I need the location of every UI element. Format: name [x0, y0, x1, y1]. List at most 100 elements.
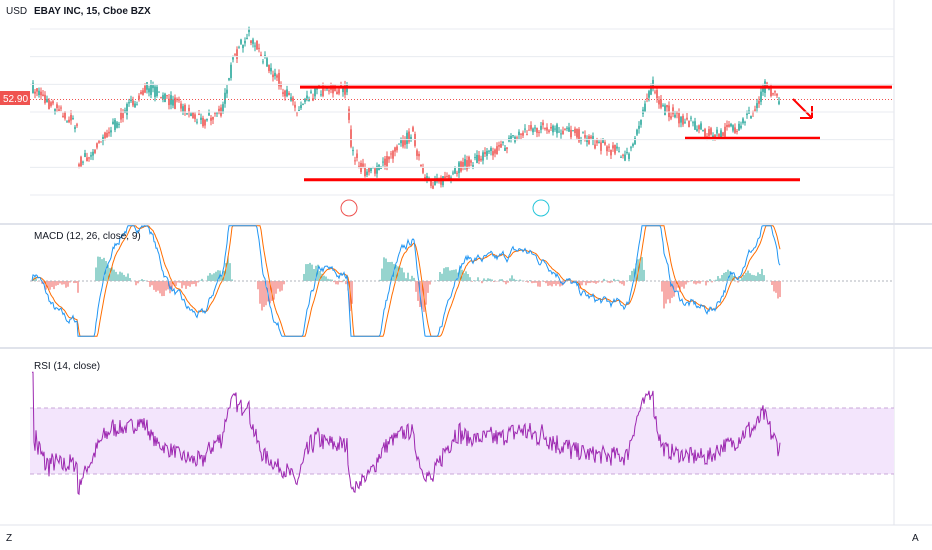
- candle-body: [640, 119, 642, 125]
- candle-body: [698, 125, 700, 130]
- candle-body: [432, 185, 434, 189]
- candle-body: [536, 127, 538, 133]
- candle-body: [546, 127, 548, 131]
- candle-body: [472, 165, 474, 168]
- candle-body: [734, 127, 736, 133]
- candle-body: [634, 137, 636, 145]
- candle-body: [128, 102, 130, 104]
- candle-body: [366, 171, 368, 175]
- candle-body: [522, 132, 524, 136]
- candle-body: [554, 128, 556, 130]
- candle-body: [486, 150, 488, 156]
- auto-scale-icon[interactable]: A: [912, 533, 919, 544]
- candle-body: [344, 85, 346, 95]
- rsi-pane[interactable]: [32, 371, 781, 496]
- candle-body: [32, 82, 34, 94]
- candle-body: [70, 114, 72, 121]
- candle-body: [254, 45, 256, 47]
- candle-body: [234, 54, 236, 56]
- macd-title[interactable]: MACD (12, 26, close, 9): [34, 231, 141, 242]
- drawing-layer[interactable]: [300, 85, 892, 182]
- candle-body: [496, 146, 498, 155]
- candle-body: [244, 40, 246, 44]
- candle-body: [778, 101, 780, 105]
- candle-body: [88, 157, 90, 159]
- candle-body: [528, 129, 530, 131]
- candle-body: [532, 128, 534, 133]
- candle-body: [382, 161, 384, 163]
- candle-body: [598, 141, 600, 143]
- candle-body: [398, 143, 400, 145]
- symbol-title[interactable]: EBAY INC, 15, Cboe BZX: [34, 6, 151, 17]
- candle-body: [174, 97, 176, 109]
- candle-body: [194, 114, 196, 119]
- candle-body: [434, 179, 436, 186]
- candle-body: [704, 129, 706, 137]
- candle-body: [422, 167, 424, 173]
- candle-body: [72, 118, 74, 120]
- candle-body: [610, 149, 612, 156]
- candle-body: [518, 131, 520, 136]
- rsi-line: [32, 371, 781, 496]
- macd-pane[interactable]: [30, 224, 894, 337]
- candle-body: [308, 99, 310, 102]
- candle-body: [560, 133, 562, 135]
- candle-body: [494, 149, 496, 154]
- candle-body: [58, 109, 60, 111]
- candle-body: [242, 44, 244, 49]
- candle-body: [84, 153, 86, 157]
- candle-body: [274, 72, 276, 77]
- candle-body: [606, 146, 608, 152]
- candle-body: [460, 161, 462, 172]
- candle-body: [608, 146, 610, 148]
- candle-body: [168, 98, 170, 106]
- candle-body: [664, 105, 666, 116]
- candle-body: [192, 112, 194, 119]
- candle-body: [78, 164, 80, 167]
- candle-body: [556, 124, 558, 134]
- candle-body: [542, 122, 544, 126]
- candle-body: [516, 137, 518, 139]
- candle-body: [718, 134, 720, 137]
- candle-body: [316, 88, 318, 90]
- candle-body: [584, 135, 586, 138]
- candle-body: [662, 105, 664, 107]
- candle-body: [54, 108, 56, 113]
- candle-body: [98, 141, 100, 143]
- candle-body: [466, 160, 468, 170]
- candle-body: [202, 117, 204, 127]
- candle-body: [738, 123, 740, 131]
- candle-body: [178, 99, 180, 101]
- candle-body: [306, 95, 308, 99]
- candle-body: [628, 153, 630, 159]
- candle-body: [614, 144, 616, 154]
- candle-body: [122, 113, 124, 119]
- candle-body: [444, 176, 446, 179]
- candle-body: [720, 130, 722, 138]
- candle-body: [100, 141, 102, 143]
- candle-body: [652, 79, 654, 88]
- candle-body: [150, 84, 152, 95]
- price-pane[interactable]: [30, 26, 894, 217]
- candle-body: [240, 39, 242, 44]
- candle-body: [384, 158, 386, 166]
- candle-body: [162, 95, 164, 100]
- candle-body: [524, 128, 526, 130]
- candle-body: [666, 104, 668, 108]
- rsi-title[interactable]: RSI (14, close): [34, 361, 100, 372]
- candle-body: [566, 127, 568, 129]
- candle-body: [464, 159, 466, 166]
- candle-body: [180, 103, 182, 109]
- candle-body: [730, 123, 732, 127]
- candle-body: [602, 140, 604, 144]
- candle-body: [624, 154, 626, 161]
- candle-body: [612, 145, 614, 149]
- candle-body: [768, 88, 770, 90]
- candle-body: [246, 37, 248, 40]
- candle-body: [130, 99, 132, 102]
- candle-body: [142, 90, 144, 95]
- candle-body: [604, 142, 606, 145]
- candle-body: [228, 78, 230, 80]
- candle-body: [282, 92, 284, 94]
- zoom-icon[interactable]: Z: [6, 533, 12, 544]
